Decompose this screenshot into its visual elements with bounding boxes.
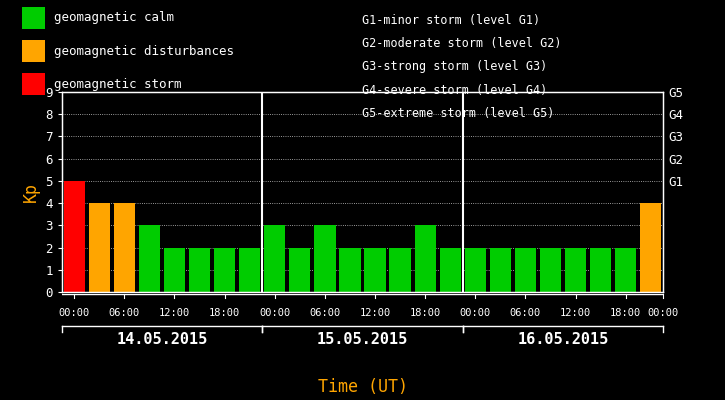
- Text: 06:00: 06:00: [109, 308, 140, 318]
- Bar: [314, 225, 336, 292]
- Text: Time (UT): Time (UT): [318, 378, 407, 396]
- Bar: [214, 248, 235, 292]
- Bar: [590, 248, 611, 292]
- Text: G5-extreme storm (level G5): G5-extreme storm (level G5): [362, 107, 555, 120]
- Bar: [490, 248, 511, 292]
- Bar: [339, 248, 360, 292]
- Bar: [465, 248, 486, 292]
- Text: G1-minor storm (level G1): G1-minor storm (level G1): [362, 14, 541, 27]
- Bar: [515, 248, 536, 292]
- Text: 12:00: 12:00: [560, 308, 592, 318]
- Text: 18:00: 18:00: [209, 308, 240, 318]
- Text: 06:00: 06:00: [510, 308, 541, 318]
- Bar: [239, 248, 260, 292]
- Bar: [540, 248, 561, 292]
- Bar: [289, 248, 310, 292]
- Bar: [565, 248, 587, 292]
- Text: geomagnetic calm: geomagnetic calm: [54, 12, 174, 24]
- Bar: [164, 248, 185, 292]
- Text: G2-moderate storm (level G2): G2-moderate storm (level G2): [362, 37, 562, 50]
- Text: 18:00: 18:00: [610, 308, 642, 318]
- Bar: [615, 248, 637, 292]
- Text: 00:00: 00:00: [59, 308, 90, 318]
- Bar: [640, 203, 661, 292]
- Text: 00:00: 00:00: [259, 308, 291, 318]
- Text: geomagnetic disturbances: geomagnetic disturbances: [54, 45, 233, 58]
- Text: 00:00: 00:00: [460, 308, 491, 318]
- Bar: [114, 203, 135, 292]
- Text: 12:00: 12:00: [360, 308, 391, 318]
- Bar: [138, 225, 160, 292]
- Bar: [264, 225, 286, 292]
- Text: 14.05.2015: 14.05.2015: [116, 332, 207, 347]
- Text: 15.05.2015: 15.05.2015: [317, 332, 408, 347]
- Text: 18:00: 18:00: [410, 308, 441, 318]
- Text: geomagnetic storm: geomagnetic storm: [54, 78, 181, 91]
- Bar: [439, 248, 461, 292]
- Text: G3-strong storm (level G3): G3-strong storm (level G3): [362, 60, 548, 74]
- Bar: [365, 248, 386, 292]
- Text: G4-severe storm (level G4): G4-severe storm (level G4): [362, 84, 548, 97]
- Text: 06:00: 06:00: [310, 308, 341, 318]
- Bar: [189, 248, 210, 292]
- Text: 00:00: 00:00: [647, 308, 679, 318]
- Bar: [88, 203, 110, 292]
- Text: 12:00: 12:00: [159, 308, 190, 318]
- Y-axis label: Kp: Kp: [22, 182, 40, 202]
- Bar: [415, 225, 436, 292]
- Text: 16.05.2015: 16.05.2015: [518, 332, 609, 347]
- Bar: [389, 248, 411, 292]
- Bar: [64, 181, 85, 292]
